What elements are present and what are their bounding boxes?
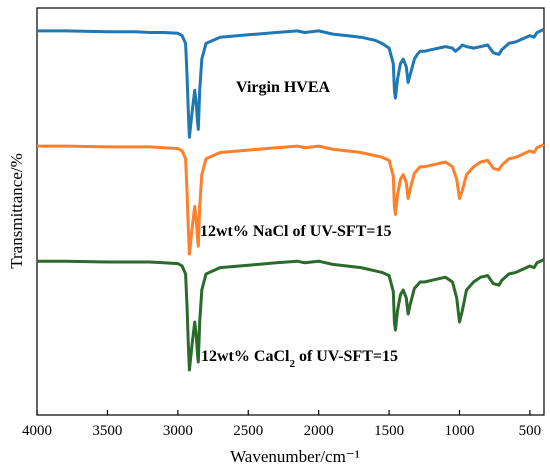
series-layer [37,28,545,372]
plot-frame [36,7,545,416]
annotation-cacl2-text-b: of UV-SFT=15 [295,348,398,365]
annotation-nacl-text: 12wt% NaCl of UV-SFT=15 [200,223,391,240]
annotation-cacl2-text-a: 12wt% CaCl [201,348,290,365]
series-line-0 [37,28,545,139]
series-line-2 [37,258,545,372]
x-tick-label: 2500 [233,423,263,439]
annotation-nacl: 12wt% NaCl of UV-SFT=15 [200,223,391,240]
x-tick-label: 3500 [92,423,122,439]
x-axis-label: Wavenumber/cm⁻¹ [230,447,360,466]
annotation-cacl2-subscript: 2 [289,358,295,370]
annotation-virgin-hvea: Virgin HVEA [236,79,331,96]
annotation-cacl2: 12wt% CaCl2 of UV-SFT=15 [201,348,398,370]
x-tick-label: 3000 [163,423,193,439]
x-tick-label: 1000 [445,423,475,439]
x-tick-label: 1500 [374,423,404,439]
series-line-1 [37,143,545,256]
x-tick-label: 500 [519,423,542,439]
x-tick-label: 4000 [22,423,52,439]
x-axis-ticks: 4000 3500 3000 2500 2000 1500 1000 500 [22,410,541,439]
y-axis-label: Transmittance/% [7,153,26,269]
x-tick-label: 2000 [304,423,334,439]
